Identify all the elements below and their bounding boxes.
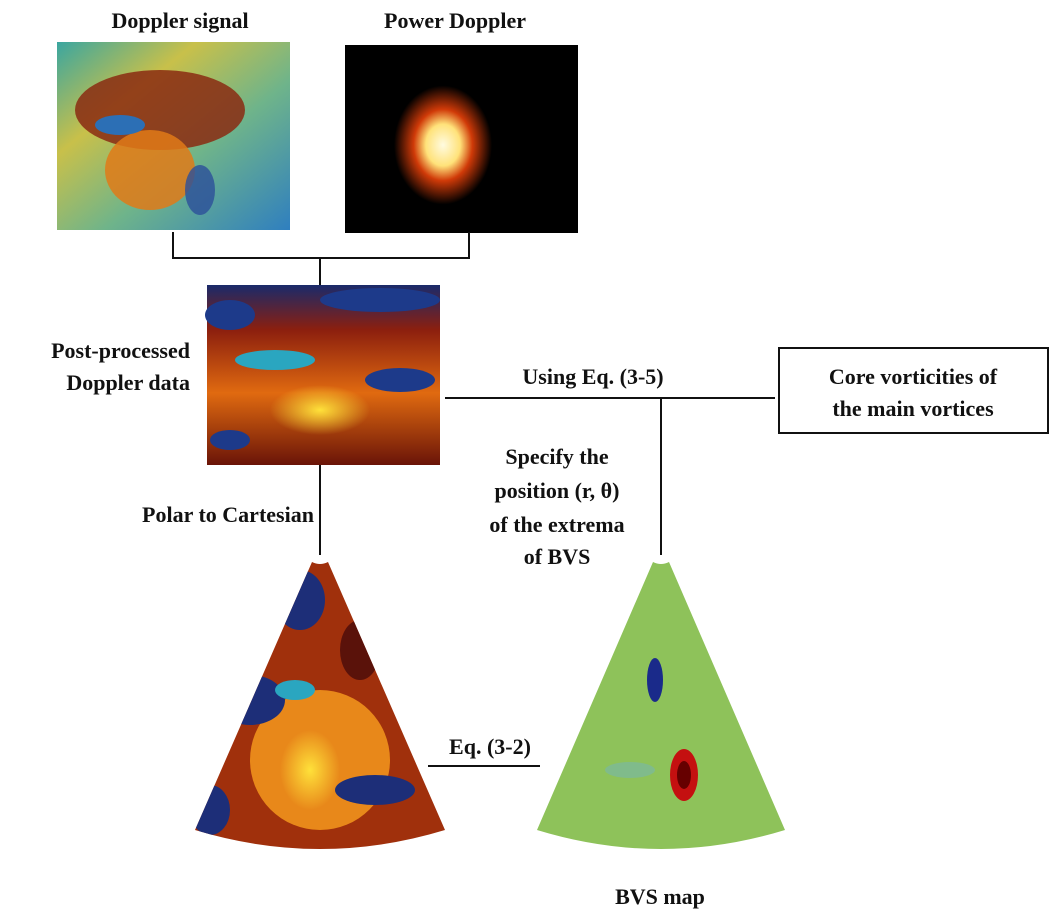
- panel-label: Doppler data: [66, 370, 190, 395]
- step-label: Using Eq. (3-5): [522, 364, 663, 389]
- step-label: of BVS: [524, 544, 591, 569]
- step-label: Eq. (3-2): [449, 734, 531, 759]
- output-text: the main vortices: [832, 396, 994, 421]
- diagram: Doppler signal Power Doppler Post-proces…: [0, 0, 1054, 917]
- bvs-image: [530, 555, 790, 875]
- post-processed-image: [205, 285, 440, 465]
- step-label: position (r, θ): [495, 478, 620, 503]
- power-doppler-image: [345, 45, 578, 233]
- connector: [173, 232, 469, 285]
- panel-label: Power Doppler: [384, 8, 526, 33]
- step-label: of the extrema: [489, 512, 624, 537]
- cartesian-image: [190, 555, 450, 875]
- panel-label: BVS map: [615, 884, 705, 909]
- step-label: Specify the: [505, 444, 609, 469]
- step-label: Polar to Cartesian: [142, 502, 314, 527]
- doppler-signal-image: [57, 42, 290, 230]
- panel-label: Doppler signal: [111, 8, 248, 33]
- panel-label: Post-processed: [51, 338, 190, 363]
- output-text: Core vorticities of: [829, 364, 998, 389]
